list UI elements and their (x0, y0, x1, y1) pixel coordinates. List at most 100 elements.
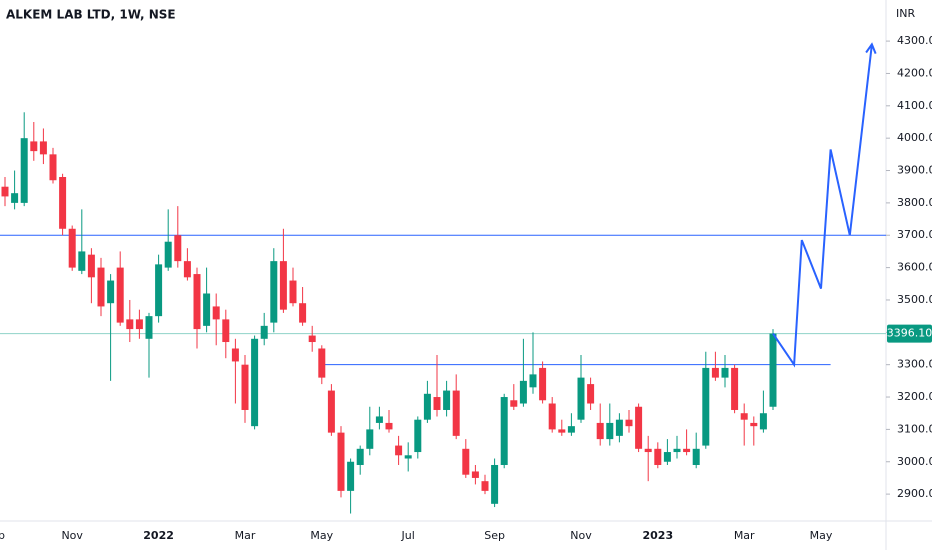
candle-body (78, 251, 86, 271)
candle-body (68, 228, 76, 268)
x-tick-label: Mar (235, 529, 256, 542)
candle-body (654, 448, 662, 465)
candle-body (174, 235, 182, 262)
candle-body (251, 338, 259, 427)
candle-body (443, 390, 451, 410)
candle-body (500, 397, 508, 465)
candle-body (635, 406, 643, 449)
candle-body (375, 416, 383, 423)
candle-body (740, 413, 748, 420)
candle-body (279, 261, 287, 310)
y-tick-label: 4300.00 (897, 34, 932, 47)
candle-body (49, 154, 57, 181)
last-price-label: 3396.10 (887, 327, 932, 340)
candle-body (270, 261, 278, 323)
candle-body (462, 448, 470, 475)
candle-body (231, 348, 239, 362)
candle-body (769, 333, 777, 407)
candle-body (548, 403, 556, 430)
y-tick-label: 3700.00 (897, 228, 932, 241)
y-tick-label: 3300.00 (897, 358, 932, 371)
candle-body (702, 367, 710, 446)
x-tick-label: Nov (570, 529, 592, 542)
candle-body (308, 335, 316, 343)
candle-body (183, 261, 191, 278)
candle-body (318, 348, 326, 378)
candle-body (39, 141, 47, 155)
candle-body (721, 367, 729, 378)
candle-body (87, 254, 95, 278)
candle-body (759, 413, 767, 430)
y-tick-label: 3900.00 (897, 164, 932, 177)
candle-body (606, 422, 614, 440)
x-tick-label: May (810, 529, 833, 542)
candle-body (731, 367, 739, 410)
candle-body (625, 419, 633, 427)
projection-arrowhead (865, 42, 877, 54)
x-tick-label: Sep (484, 529, 505, 542)
candle-body (452, 390, 460, 436)
candle-body (135, 319, 143, 330)
y-tick-label: 2900.00 (897, 487, 932, 500)
candle-body (11, 193, 19, 203)
candle-body (663, 452, 671, 462)
candle-body (587, 384, 595, 404)
candle-body (59, 177, 67, 229)
candle-body (212, 306, 220, 320)
candle-body (750, 422, 758, 427)
candle-body (164, 241, 172, 268)
candle-body (107, 280, 115, 304)
candle-body (615, 419, 623, 436)
candle-body (203, 293, 211, 326)
x-tick-label: p (0, 529, 5, 542)
x-tick-label: 2022 (143, 529, 174, 542)
candle-body (126, 319, 134, 330)
candle-body (289, 280, 297, 304)
candle-body (1, 186, 9, 197)
candle-body (155, 264, 163, 317)
candle-body (683, 448, 691, 453)
candle-body (97, 267, 105, 307)
candle-body (567, 426, 575, 433)
x-tick-label: Nov (61, 529, 83, 542)
y-tick-label: 3100.00 (897, 422, 932, 435)
candle-body (692, 448, 700, 465)
candle-body (337, 432, 345, 491)
y-tick-label: 3500.00 (897, 293, 932, 306)
x-tick-label: Jul (401, 529, 415, 542)
candle-body (510, 400, 518, 407)
candle-body (519, 380, 527, 404)
candle-body (145, 316, 153, 339)
candle-body (20, 138, 28, 203)
chart-title: ALKEM LAB LTD, 1W, NSE (6, 8, 176, 22)
candle-body (673, 448, 681, 453)
candle-body (193, 274, 201, 330)
y-tick-label: 4200.00 (897, 66, 932, 79)
candle-body (558, 429, 566, 433)
last-price-tag (887, 324, 932, 343)
candle-body (711, 367, 719, 378)
x-tick-label: 2023 (642, 529, 673, 542)
candle-body (577, 377, 585, 420)
y-tick-label: 3000.00 (897, 455, 932, 468)
candle-body (644, 448, 652, 453)
x-tick-label: Mar (734, 529, 755, 542)
candle-body (327, 390, 335, 433)
projection-line (772, 44, 873, 368)
y-tick-label: 4000.00 (897, 131, 932, 144)
candle-body (395, 445, 403, 456)
candle-body (539, 367, 547, 401)
x-tick-label: May (310, 529, 333, 542)
y-tick-label: 4100.00 (897, 99, 932, 112)
candle-body (414, 419, 422, 453)
y-tick-label: 3600.00 (897, 261, 932, 274)
candle-body (260, 325, 268, 339)
y-axis-label: INR (896, 7, 915, 20)
candle-body (404, 455, 412, 459)
candle-body (529, 374, 537, 388)
candle-body (481, 481, 489, 491)
candle-body (347, 461, 355, 491)
candle-body (241, 364, 249, 410)
